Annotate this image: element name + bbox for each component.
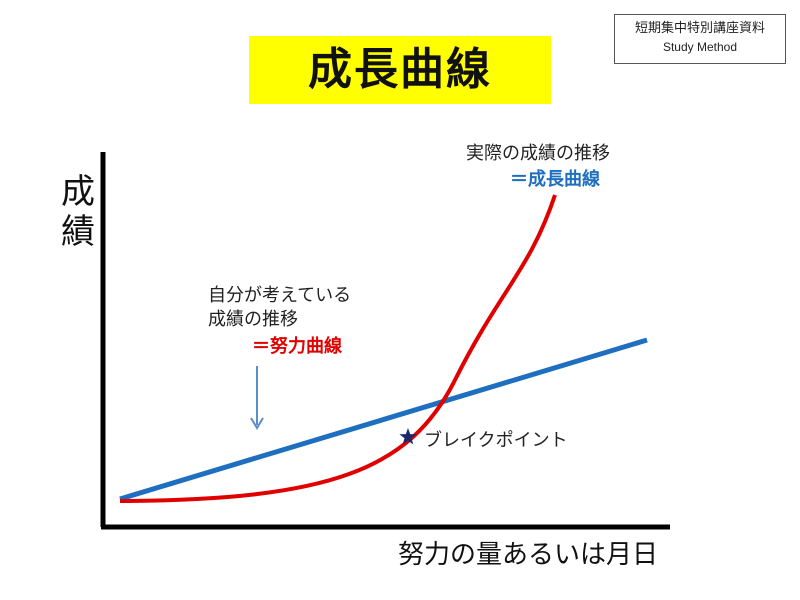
course-badge: 短期集中特別講座資料 Study Method: [614, 14, 786, 64]
break-point-label: ブレイクポイント: [424, 430, 568, 451]
y-axis-label: 成績: [61, 172, 95, 252]
page-title: 成長曲線: [249, 36, 551, 104]
badge-subtitle: Study Method: [662, 40, 738, 54]
effort-curve-label: ＝努力曲線: [252, 336, 342, 357]
growth-curve: [119, 194, 557, 503]
effort-note-line1: 自分が考えている: [208, 285, 352, 306]
growth-note-line1: 実際の成績の推移: [466, 143, 610, 164]
star-icon: [399, 428, 417, 445]
effort-line: [119, 337, 648, 502]
down-arrow-head: [250, 417, 264, 430]
growth-curve-label: ＝成長曲線: [510, 169, 600, 190]
badge-title: 短期集中特別講座資料: [634, 21, 765, 36]
growth-curve-annotation: 実際の成績の推移 ＝成長曲線: [466, 142, 610, 192]
effort-note-line2: 成績の推移: [208, 309, 298, 330]
effort-curve-annotation: 自分が考えている 成績の推移 ＝努力曲線: [208, 284, 351, 359]
x-axis-label: 努力の量あるいは月日: [398, 540, 659, 570]
